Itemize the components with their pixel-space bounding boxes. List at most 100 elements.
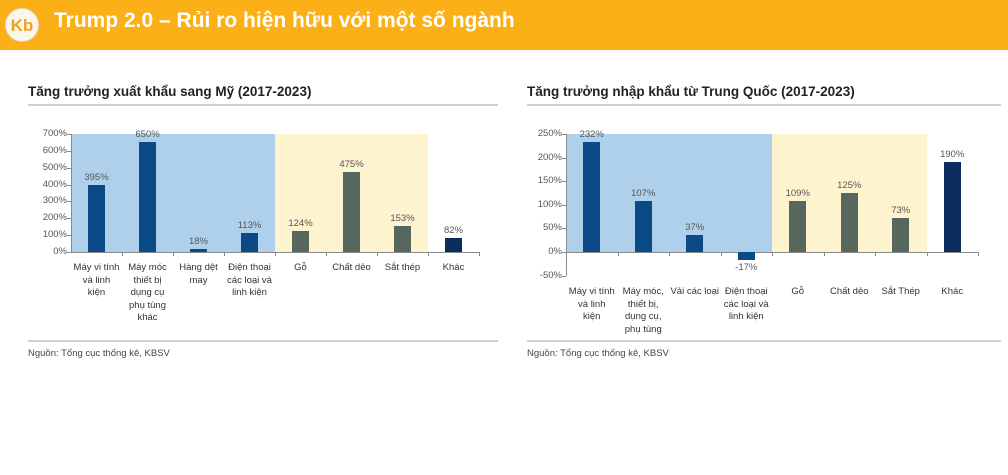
chart-1-source: Nguồn: Tổng cục thống kê, KBSV (28, 348, 170, 359)
bar (583, 142, 601, 252)
x-tick-mark (772, 252, 773, 256)
y-tick-mark (562, 181, 566, 183)
y-tick-label: 150% (537, 175, 562, 187)
data-label: 107% (631, 188, 656, 200)
data-label: 82% (443, 225, 463, 237)
y-tick-mark (67, 167, 71, 169)
category-label: Khác (941, 286, 964, 297)
bar (943, 162, 961, 252)
y-tick-label: 100% (42, 229, 67, 241)
y-tick-label: 0% (53, 246, 67, 257)
chart-2-source: Nguồn: Tổng cục thống kê, KBSV (527, 348, 669, 359)
category-label: Hàng dệt may (179, 262, 218, 286)
category-label: Chất dẻo (332, 262, 371, 273)
bar (241, 232, 258, 252)
bar (88, 185, 105, 252)
x-tick-mark (479, 252, 480, 256)
y-tick-label: 500% (42, 161, 67, 173)
data-label: 475% (339, 158, 364, 170)
category-label: Máy móc, thiết bị, dụng cụ, phụ tùng (622, 286, 664, 335)
x-tick-mark (173, 252, 174, 256)
bar (292, 231, 309, 252)
bar (789, 200, 807, 252)
kbsv-logo-icon: Kb (5, 8, 39, 42)
y-tick-label: 700% (42, 128, 67, 139)
chart-1-bottom-rule (28, 340, 498, 342)
x-tick-mark (275, 252, 276, 256)
y-tick-mark (67, 134, 71, 135)
y-tick-label: 200% (537, 151, 562, 163)
y-tick-label: 200% (42, 212, 67, 224)
x-tick-mark (669, 252, 670, 256)
category-label: Khác (442, 262, 465, 273)
y-tick-mark (67, 150, 71, 152)
bar (686, 234, 704, 252)
x-tick-mark (377, 252, 378, 256)
data-label: -17% (735, 262, 758, 274)
bar (737, 252, 755, 261)
category-label: Máy móc thiết bị dụng cụ phụ tùng khác (128, 262, 167, 323)
data-label: 153% (390, 213, 415, 225)
y-tick-mark (67, 201, 71, 203)
x-tick-mark (720, 252, 722, 256)
category-label: Sắt Thép (881, 286, 920, 297)
bar (139, 142, 156, 252)
x-tick-mark (122, 252, 123, 256)
y-tick-mark (67, 252, 71, 253)
y-tick-label: -50% (539, 269, 562, 281)
y-tick-mark (67, 218, 71, 220)
x-tick-mark (428, 252, 429, 256)
x-tick-mark (224, 252, 225, 256)
x-tick-mark (617, 252, 619, 256)
category-label: Máy vi tính và linh kiện (73, 262, 120, 298)
data-label: 37% (685, 221, 705, 233)
x-tick-mark (875, 252, 876, 256)
y-tick-label: 50% (542, 222, 562, 234)
chart-1-title: Tăng trưởng xuất khẩu sang Mỹ (2017-2023… (28, 84, 312, 99)
x-tick-mark (926, 252, 928, 256)
y-tick-mark (562, 204, 566, 206)
y-axis (566, 134, 567, 276)
data-label: 109% (785, 187, 810, 199)
y-tick-mark (562, 228, 566, 230)
y-tick-label: 300% (42, 195, 67, 207)
header-bar: Kb Trump 2.0 – Rủi ro hiện hữu với một s… (0, 0, 1008, 50)
y-tick-label: 100% (537, 198, 562, 210)
data-label: 18% (188, 235, 208, 247)
category-label: Máy vi tính và linh kiện (568, 286, 615, 322)
y-tick-label: 400% (42, 178, 67, 190)
y-tick-label: 250% (537, 128, 562, 139)
category-label: Điện thoại các loại và linh kiện (227, 262, 272, 298)
data-label: 395% (84, 172, 109, 184)
bar (634, 201, 652, 252)
data-label: 190% (940, 149, 965, 161)
chart-2-title: Tăng trưởng nhập khẩu từ Trung Quốc (201… (527, 84, 855, 99)
bar (445, 238, 462, 252)
bar (840, 193, 858, 252)
data-label: 125% (837, 180, 862, 191)
category-label: Vải các loại (670, 286, 720, 297)
category-label: Gỗ (294, 262, 307, 273)
y-tick-label: 0% (548, 246, 562, 257)
x-tick-mark (978, 252, 979, 256)
y-tick-label: 600% (42, 144, 67, 156)
y-tick-mark (67, 235, 71, 237)
data-label: 124% (288, 218, 313, 230)
bar (190, 248, 207, 252)
category-label: Chất dẻo (829, 286, 869, 297)
category-label: Gỗ (791, 286, 805, 297)
data-label: 232% (579, 129, 604, 141)
bar (343, 171, 360, 252)
y-tick-mark (67, 184, 71, 186)
chart-1-title-rule (28, 104, 498, 106)
y-tick-mark (562, 275, 566, 277)
category-label: Sắt thép (384, 262, 421, 273)
y-tick-mark (562, 252, 566, 253)
y-axis (71, 134, 72, 252)
data-label: 650% (135, 129, 160, 141)
bar (394, 226, 411, 252)
y-tick-mark (562, 134, 566, 135)
y-tick-mark (562, 157, 566, 159)
x-tick-mark (326, 252, 327, 256)
x-tick-mark (823, 252, 825, 256)
